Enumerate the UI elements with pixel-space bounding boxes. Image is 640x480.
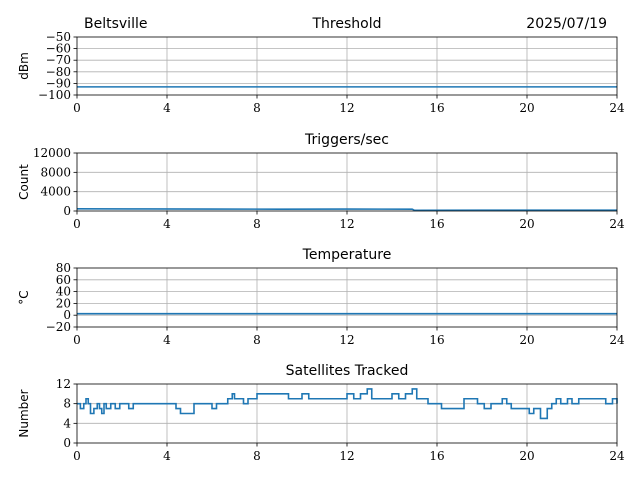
- y-tick-label: 20: [56, 296, 71, 310]
- x-tick-label: 16: [429, 449, 444, 463]
- y-tick-label: 4: [63, 416, 71, 430]
- y-tick-label: 8000: [40, 165, 71, 179]
- x-tick-label: 4: [163, 449, 171, 463]
- x-tick-label: 24: [609, 101, 625, 115]
- x-tick-label: 20: [519, 217, 534, 231]
- y-tick-label: −100: [38, 88, 71, 102]
- x-tick-label: 8: [253, 333, 261, 347]
- y-tick-label: 12: [56, 377, 71, 391]
- y-axis-label: Number: [17, 389, 31, 437]
- x-tick-label: 12: [339, 101, 354, 115]
- date-label: 2025/07/19: [526, 16, 607, 32]
- y-tick-label: −20: [46, 320, 71, 334]
- y-tick-label: 80: [56, 261, 71, 275]
- data-series-line: [76, 208, 618, 212]
- y-tick-label: 12000: [33, 146, 71, 160]
- x-tick-label: 8: [253, 101, 261, 115]
- x-tick-label: 20: [519, 449, 534, 463]
- x-tick-label: 0: [73, 333, 81, 347]
- x-tick-label: 0: [73, 449, 81, 463]
- y-tick-label: 0: [63, 204, 71, 218]
- y-axis-label: Count: [17, 164, 31, 200]
- panel-title: Satellites Tracked: [286, 363, 409, 379]
- panel-4: 0 4 8 12 16 20 24 0 4 8 12 Satellites Tracked Number: [17, 363, 625, 463]
- y-tick-label: 0: [63, 308, 71, 322]
- y-tick-label: −80: [46, 65, 71, 79]
- y-tick-label: 40: [56, 285, 71, 299]
- x-tick-label: 4: [163, 217, 171, 231]
- y-tick-label: 60: [56, 273, 71, 287]
- x-tick-label: 16: [429, 217, 444, 231]
- x-tick-label: 24: [609, 333, 625, 347]
- x-tick-label: 12: [339, 333, 354, 347]
- y-axis-label: dBm: [17, 52, 31, 80]
- panel-title: Triggers/sec: [304, 132, 389, 148]
- site-label: Beltsville: [84, 16, 147, 32]
- y-tick-label: −60: [46, 42, 71, 56]
- x-tick-label: 4: [163, 101, 171, 115]
- x-tick-label: 20: [519, 101, 534, 115]
- panel-title: Temperature: [302, 247, 392, 263]
- x-tick-label: 8: [253, 449, 261, 463]
- x-tick-label: 16: [429, 101, 444, 115]
- y-axis-label: °C: [17, 290, 31, 304]
- data-series-line: [77, 388, 618, 420]
- panel-2: 0 4 8 12 16 20 24 0 4000 8000 12000 Triggers/sec Cou…: [17, 132, 625, 231]
- x-tick-label: 12: [339, 449, 354, 463]
- x-tick-label: 20: [519, 333, 534, 347]
- y-tick-label: −50: [46, 30, 71, 44]
- x-tick-label: 0: [73, 101, 81, 115]
- y-tick-label: 4000: [40, 185, 71, 199]
- x-tick-label: 0: [73, 217, 81, 231]
- x-tick-label: 24: [609, 449, 625, 463]
- panel-1: 0 4 8 12 16 20 24 −100−90−80−70−60−50 Threshold d…: [17, 16, 625, 115]
- y-tick-label: −90: [46, 76, 71, 90]
- x-tick-label: 4: [163, 333, 171, 347]
- x-tick-label: 24: [609, 217, 625, 231]
- x-tick-label: 12: [339, 217, 354, 231]
- panel-title: Threshold: [312, 16, 382, 32]
- y-tick-label: 8: [63, 397, 71, 411]
- y-tick-label: 0: [63, 436, 71, 450]
- x-tick-label: 16: [429, 333, 444, 347]
- x-tick-label: 8: [253, 217, 261, 231]
- y-tick-label: −70: [46, 53, 71, 67]
